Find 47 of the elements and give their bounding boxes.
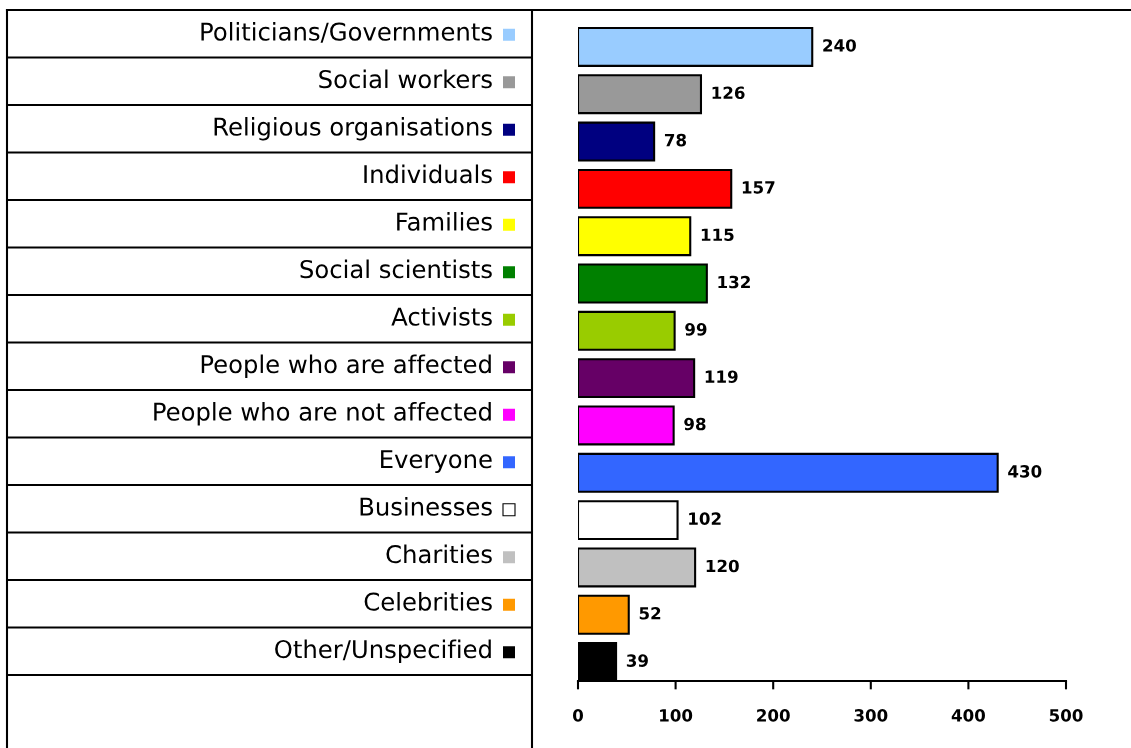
- y-tick-label: Religious organisations: [214, 116, 492, 141]
- y-tick-label: Activists: [391, 306, 492, 326]
- data-label: 132: [718, 275, 750, 289]
- y-tick-label: People who are affected: [201, 354, 491, 379]
- bar: [578, 358, 696, 399]
- data-label: 99: [685, 323, 707, 336]
- data-label: 78: [664, 133, 687, 147]
- y-tick-label: Social workers: [319, 69, 492, 89]
- y-tick-label: Charities: [386, 544, 492, 564]
- data-label: 157: [742, 181, 775, 194]
- y-tick-label: Other/Unspecified: [275, 639, 491, 664]
- y-tick-label: Politicians/Governments: [201, 21, 492, 43]
- x-tick-label: 500: [1049, 709, 1083, 722]
- bar: [578, 263, 708, 304]
- y-tick-label: Businesses: [360, 496, 492, 516]
- data-label: 126: [712, 86, 745, 100]
- x-tick-label: 100: [660, 709, 693, 722]
- y-tick-label: People who are not affected: [154, 401, 491, 426]
- x-tick-label: 400: [951, 709, 985, 722]
- data-label: 430: [1008, 465, 1042, 478]
- y-tick-label: Families: [397, 211, 492, 231]
- x-tick-label: 300: [854, 709, 888, 722]
- data-label: 98: [684, 417, 706, 431]
- bar: [578, 547, 697, 588]
- bar: [578, 168, 733, 209]
- bar: [578, 310, 676, 351]
- bar: [578, 500, 679, 541]
- data-label: 52: [639, 606, 661, 620]
- y-tick-label: Everyone: [381, 450, 492, 474]
- x-tick-label: 0: [573, 709, 583, 722]
- bar: [578, 452, 999, 493]
- x-tick-label: 200: [757, 709, 790, 722]
- bar: [578, 74, 703, 115]
- data-label: 120: [706, 559, 739, 573]
- bar: [578, 216, 692, 257]
- data-label: 39: [626, 654, 648, 667]
- bar: [578, 405, 675, 446]
- y-tick-label: Social scientists: [300, 259, 492, 279]
- y-tick-label: Individuals: [364, 164, 492, 184]
- data-label: 240: [823, 39, 856, 52]
- y-tick-label: Celebrities: [364, 591, 492, 611]
- bar: [578, 26, 814, 67]
- bar: [578, 121, 656, 162]
- data-label: 119: [705, 370, 738, 383]
- data-label: 115: [701, 228, 734, 242]
- data-label: 102: [689, 512, 721, 525]
- bar: [578, 594, 630, 635]
